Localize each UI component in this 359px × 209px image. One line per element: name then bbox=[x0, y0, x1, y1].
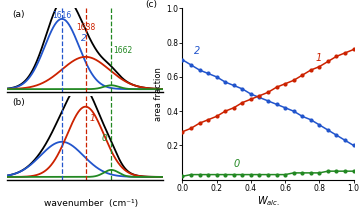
Point bbox=[351, 48, 356, 51]
Point bbox=[214, 75, 220, 79]
Point bbox=[188, 63, 194, 67]
Point bbox=[197, 121, 202, 125]
Point bbox=[188, 127, 194, 130]
Point bbox=[291, 171, 297, 175]
Text: 2: 2 bbox=[195, 46, 201, 56]
Point bbox=[342, 139, 348, 142]
Point bbox=[205, 118, 211, 121]
Point bbox=[257, 96, 262, 99]
Point bbox=[274, 85, 279, 89]
Point bbox=[248, 98, 254, 101]
Point bbox=[180, 175, 185, 178]
Point bbox=[180, 58, 185, 61]
Point bbox=[299, 171, 305, 175]
Point bbox=[197, 68, 202, 72]
Point bbox=[274, 173, 279, 176]
Point bbox=[334, 134, 339, 137]
Point bbox=[351, 169, 356, 173]
Point bbox=[308, 171, 314, 175]
Point bbox=[239, 173, 245, 176]
Point bbox=[214, 173, 220, 176]
Text: 0: 0 bbox=[101, 134, 107, 143]
Point bbox=[265, 91, 271, 94]
Point bbox=[180, 130, 185, 133]
Point bbox=[342, 169, 348, 173]
Point bbox=[222, 110, 228, 113]
Point bbox=[299, 115, 305, 118]
Y-axis label: area fraction: area fraction bbox=[154, 67, 163, 121]
Point bbox=[205, 173, 211, 176]
Text: (a): (a) bbox=[12, 10, 24, 19]
Text: 1: 1 bbox=[316, 53, 322, 63]
Point bbox=[274, 103, 279, 106]
Text: 0: 0 bbox=[234, 159, 240, 169]
Text: wavenumber  (cm⁻¹): wavenumber (cm⁻¹) bbox=[45, 199, 139, 208]
Point bbox=[205, 72, 211, 75]
Point bbox=[197, 173, 202, 176]
Point bbox=[265, 173, 271, 176]
Point bbox=[282, 173, 288, 176]
Point bbox=[325, 128, 331, 132]
Point bbox=[222, 80, 228, 84]
Text: (c): (c) bbox=[145, 0, 157, 9]
Point bbox=[334, 55, 339, 58]
Point bbox=[231, 84, 237, 87]
Point bbox=[291, 110, 297, 113]
Point bbox=[214, 115, 220, 118]
Point bbox=[257, 173, 262, 176]
Point bbox=[282, 106, 288, 110]
Text: 1: 1 bbox=[90, 114, 95, 123]
Point bbox=[239, 101, 245, 104]
Point bbox=[317, 123, 322, 127]
Point bbox=[308, 68, 314, 72]
Point bbox=[334, 169, 339, 173]
Text: 1662: 1662 bbox=[113, 46, 133, 55]
Point bbox=[325, 60, 331, 63]
Point bbox=[317, 171, 322, 175]
Text: 2: 2 bbox=[81, 34, 87, 43]
X-axis label: $W_{alc.}$: $W_{alc.}$ bbox=[257, 194, 279, 208]
Point bbox=[291, 79, 297, 82]
Point bbox=[188, 173, 194, 176]
Point bbox=[282, 82, 288, 85]
Point bbox=[231, 173, 237, 176]
Point bbox=[308, 118, 314, 121]
Point bbox=[325, 169, 331, 173]
Point bbox=[342, 51, 348, 55]
Point bbox=[222, 173, 228, 176]
Text: (b): (b) bbox=[12, 98, 25, 107]
Point bbox=[257, 94, 262, 97]
Point bbox=[248, 173, 254, 176]
Point bbox=[351, 144, 356, 147]
Text: 1616: 1616 bbox=[52, 11, 71, 20]
Point bbox=[299, 74, 305, 77]
Point bbox=[248, 92, 254, 96]
Point bbox=[317, 65, 322, 68]
Point bbox=[231, 106, 237, 110]
Point bbox=[239, 87, 245, 90]
Point bbox=[265, 99, 271, 103]
Text: 1638: 1638 bbox=[76, 23, 95, 32]
